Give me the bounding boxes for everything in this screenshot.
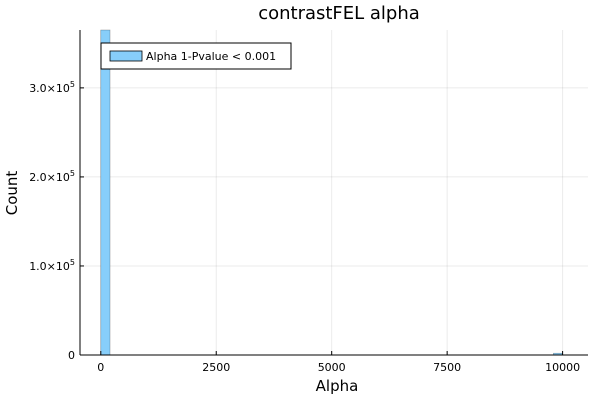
grid-lines	[80, 30, 588, 356]
chart-title: contrastFEL alpha	[258, 3, 420, 24]
x-axis-label: Alpha	[316, 377, 359, 395]
y-tick-labels: 0 1.0×105 2.0×105 3.0×105	[29, 80, 75, 362]
x-tick-label: 5000	[318, 361, 346, 374]
y-tick-label: 1.0×105	[29, 258, 75, 273]
x-tick-label: 10000	[545, 361, 580, 374]
x-tick-labels: 0 2500 5000 7500 10000	[97, 361, 580, 374]
y-tick-label: 0	[68, 349, 75, 362]
y-tick-label: 3.0×105	[29, 80, 75, 95]
legend-swatch	[109, 50, 143, 62]
legend: Alpha 1-Pvalue < 0.001	[100, 42, 292, 70]
x-tick-label: 2500	[202, 361, 230, 374]
legend-label: Alpha 1-Pvalue < 0.001	[146, 50, 276, 63]
y-axis-label: Count	[3, 171, 21, 216]
y-tick-label: 2.0×105	[29, 169, 75, 184]
histogram-bar	[100, 29, 111, 356]
axes	[79, 30, 588, 356]
x-tick-label: 0	[97, 361, 104, 374]
x-tick-label: 7500	[433, 361, 461, 374]
